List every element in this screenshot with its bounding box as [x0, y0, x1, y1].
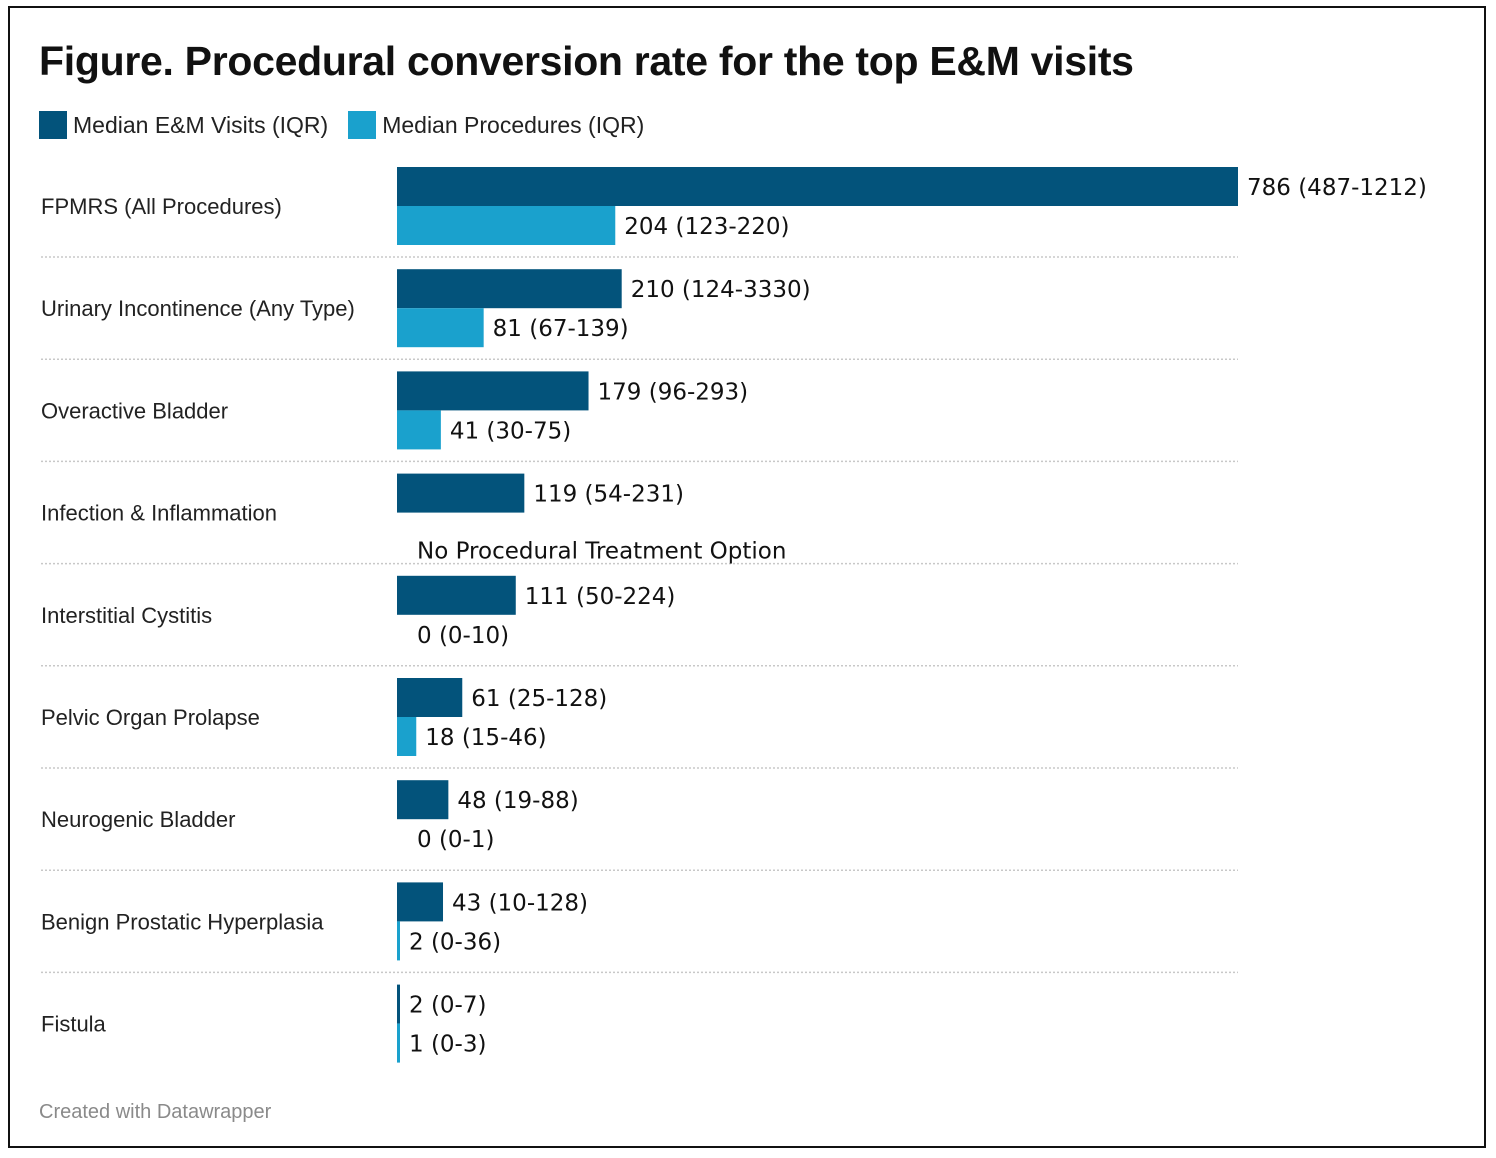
category-label: Urinary Incontinence (Any Type) [41, 296, 355, 321]
data-label: 210 (124-3330) [631, 277, 811, 303]
data-label: 81 (67-139) [493, 316, 629, 342]
data-label: 119 (54-231) [533, 482, 684, 508]
category-label: Pelvic Organ Prolapse [41, 705, 260, 730]
bar-visits [397, 984, 400, 1024]
bar-procedures [397, 206, 616, 245]
bar-visits [397, 371, 589, 411]
footer-credit: Created with Datawrapper [39, 1101, 272, 1123]
chart-title: Figure. Procedural conversion rate for t… [39, 38, 1134, 84]
data-label: 2 (0-36) [409, 929, 501, 955]
bar-procedures [397, 921, 400, 961]
legend-label-procedures: Median Procedures (IQR) [382, 111, 645, 138]
data-label: 48 (19-88) [457, 788, 578, 814]
bar-visits [397, 882, 444, 922]
legend-swatch-procedures [348, 111, 377, 139]
data-label: 786 (487-1212) [1247, 175, 1427, 201]
category-label: Fistula [41, 1012, 107, 1037]
legend-item-visits: Median E&M Visits (IQR) [39, 111, 328, 139]
category-label: Neurogenic Bladder [41, 807, 235, 832]
legend-label-visits: Median E&M Visits (IQR) [73, 111, 329, 138]
category-label: FPMRS (All Procedures) [41, 194, 282, 219]
category-label: Interstitial Cystitis [41, 603, 212, 628]
data-label: 41 (30-75) [450, 418, 571, 444]
bar-procedures [397, 717, 417, 756]
data-label: 0 (0-1) [417, 827, 494, 853]
data-label: 18 (15-46) [425, 725, 546, 751]
bar-visits [397, 780, 449, 820]
bar-visits [397, 678, 463, 717]
bar-visits [397, 575, 516, 615]
data-label: 2 (0-7) [409, 993, 486, 1019]
category-label: Overactive Bladder [41, 398, 228, 423]
legend: Median E&M Visits (IQR) Median Procedure… [39, 111, 664, 139]
bar-procedures [397, 308, 484, 348]
bar-visits [397, 473, 525, 513]
bar-visits [397, 269, 622, 309]
bar-visits [397, 167, 1238, 206]
data-label: 61 (25-128) [471, 686, 607, 712]
category-label: Infection & Inflammation [41, 501, 277, 526]
data-label: 1 (0-3) [409, 1032, 486, 1058]
legend-item-procedures: Median Procedures (IQR) [348, 111, 644, 139]
data-label: 43 (10-128) [452, 890, 588, 916]
legend-swatch-visits [39, 111, 67, 139]
data-label: 0 (0-10) [417, 623, 509, 649]
data-label: No Procedural Treatment Option [417, 539, 786, 565]
data-label: 204 (123-220) [624, 214, 789, 240]
data-label: 111 (50-224) [525, 584, 676, 610]
category-label: Benign Prostatic Hyperplasia [41, 909, 324, 934]
bar-procedures [397, 410, 441, 450]
data-label: 179 (96-293) [598, 379, 749, 405]
bar-procedures [397, 1023, 400, 1063]
